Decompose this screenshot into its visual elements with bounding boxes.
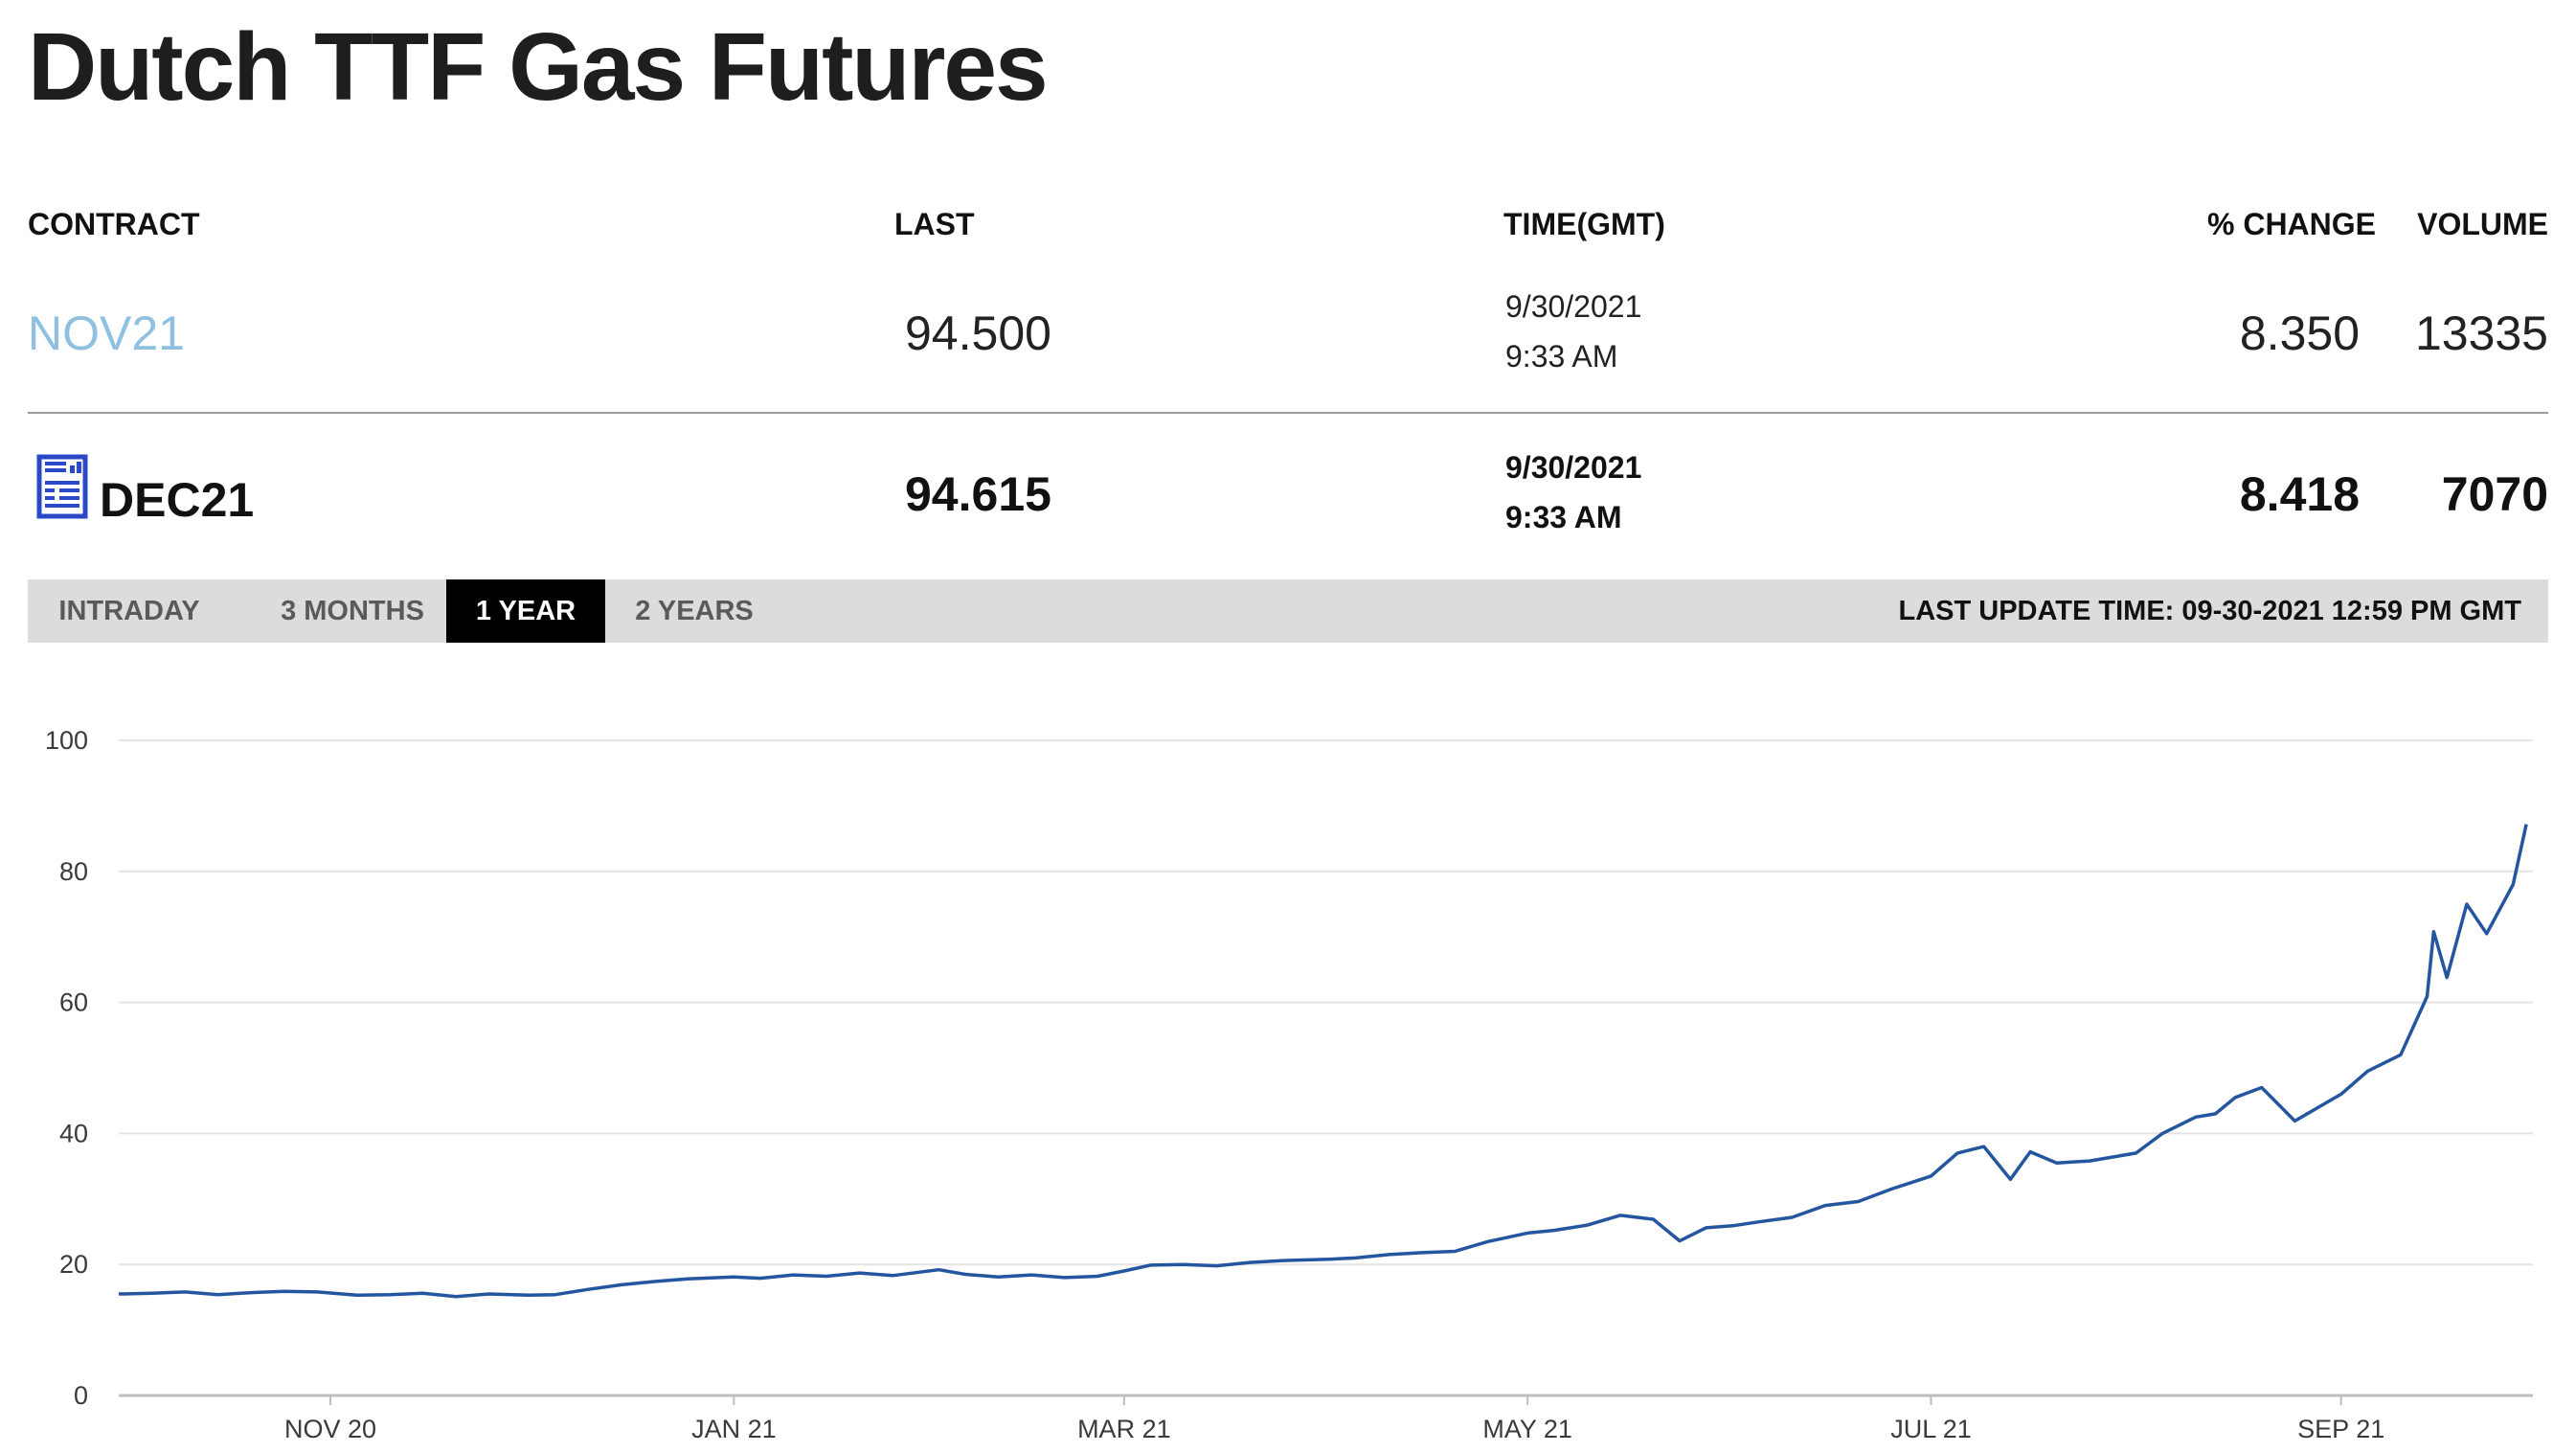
last-price-dec21: 94.615 bbox=[905, 467, 1051, 521]
time-dec21: 9:33 AM bbox=[1505, 500, 1622, 534]
header-change: % CHANGE bbox=[2206, 207, 2376, 241]
x-tick-label: MAY 21 bbox=[1482, 1415, 1572, 1443]
header-volume: VOLUME bbox=[2417, 207, 2548, 241]
x-tick-label: JUL 21 bbox=[1890, 1415, 1972, 1443]
y-tick-label: 60 bbox=[59, 988, 88, 1017]
header-time: TIME(GMT) bbox=[1503, 207, 1665, 241]
x-tick-label: NOV 20 bbox=[284, 1415, 376, 1443]
chart-series bbox=[118, 824, 2528, 1299]
tab-2-years[interactable]: 2 YEARS bbox=[635, 596, 754, 626]
tab-intraday[interactable]: INTRADAY bbox=[58, 596, 200, 626]
tab-1-year[interactable]: 1 YEAR bbox=[446, 579, 605, 643]
volume-dec21: 7070 bbox=[2441, 467, 2548, 521]
date-dec21: 9/30/2021 bbox=[1505, 450, 1642, 485]
report-icon[interactable] bbox=[36, 454, 88, 519]
y-tick-label: 20 bbox=[59, 1250, 88, 1279]
price-chart: 0 20 40 60 80 100 NOV 20 JAN 21 MAR 21 MAY 21 JUL… bbox=[45, 726, 2533, 1443]
header-contract: CONTRACT bbox=[28, 207, 200, 241]
y-axis-ticks: 0 20 40 60 80 100 bbox=[45, 726, 88, 1410]
contract-dec21: DEC21 bbox=[100, 473, 255, 527]
y-tick-label: 80 bbox=[59, 857, 88, 886]
last-update-time: LAST UPDATE TIME: 09-30-2021 12:59 PM GM… bbox=[1898, 596, 2521, 626]
change-nov21: 8.350 bbox=[2239, 306, 2360, 360]
change-dec21: 8.418 bbox=[2239, 467, 2360, 521]
x-tick-label: SEP 21 bbox=[2297, 1415, 2384, 1443]
series-line bbox=[118, 824, 2528, 1299]
volume-nov21: 13335 bbox=[2414, 306, 2548, 360]
y-tick-label: 40 bbox=[59, 1119, 88, 1147]
x-tick-label: MAR 21 bbox=[1077, 1415, 1171, 1443]
row-divider bbox=[28, 412, 2548, 414]
tab-3-months[interactable]: 3 MONTHS bbox=[281, 596, 424, 626]
y-tick-label: 0 bbox=[74, 1381, 88, 1410]
x-tick-label: JAN 21 bbox=[691, 1415, 777, 1443]
header-last: LAST bbox=[894, 207, 975, 241]
last-price-nov21: 94.500 bbox=[905, 306, 1051, 360]
chart-gridlines bbox=[119, 739, 2533, 1397]
date-nov21: 9/30/2021 bbox=[1505, 289, 1642, 324]
range-tab-bar: INTRADAY 3 MONTHS 1 YEAR 2 YEARS LAST UP… bbox=[28, 579, 2548, 643]
x-axis-ticks: NOV 20 JAN 21 MAR 21 MAY 21 JUL 21 SEP 21 bbox=[284, 1395, 2384, 1443]
page-title: Dutch TTF Gas Futures bbox=[28, 13, 1049, 121]
time-nov21: 9:33 AM bbox=[1505, 339, 1618, 374]
contract-link-nov21[interactable]: NOV21 bbox=[28, 306, 185, 360]
y-tick-label: 100 bbox=[45, 726, 88, 755]
